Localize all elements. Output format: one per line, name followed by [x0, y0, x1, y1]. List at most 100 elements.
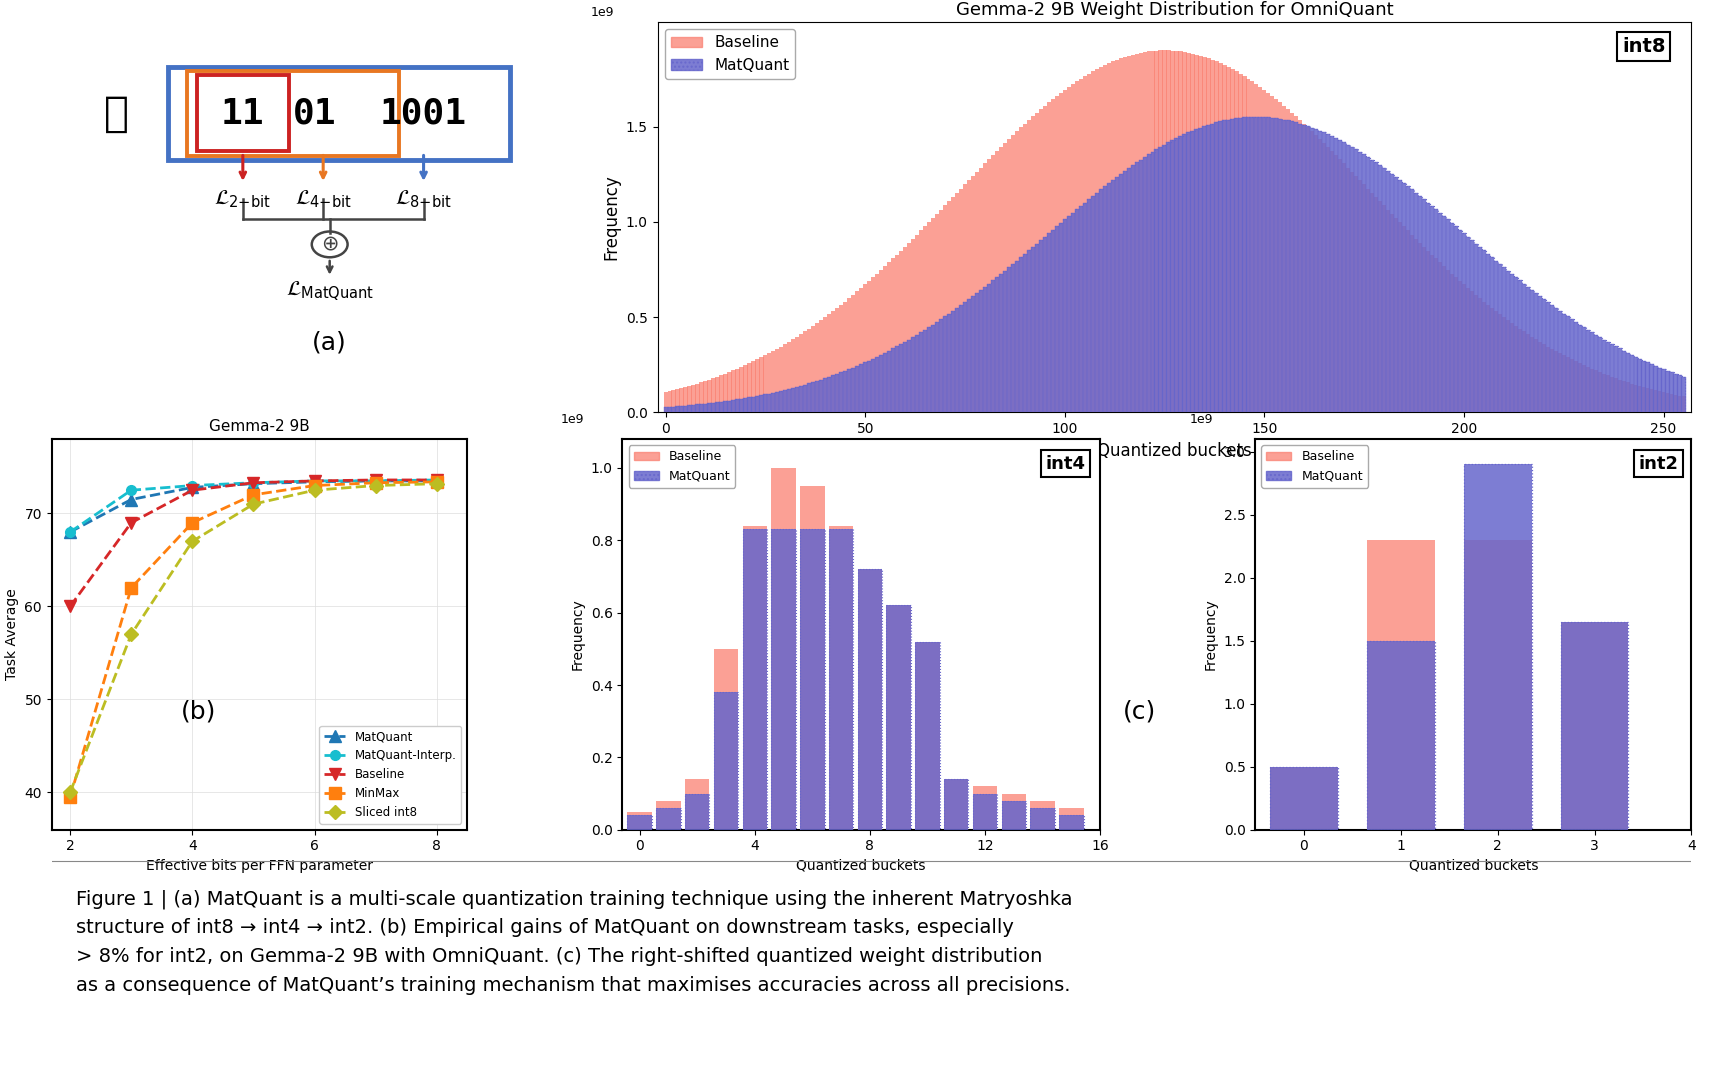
Bar: [1526, 334, 1529, 413]
Bar: [967, 299, 972, 413]
FancyBboxPatch shape: [197, 75, 288, 151]
Bar: [787, 389, 792, 413]
Bar: [1546, 302, 1550, 413]
Bar: [720, 376, 723, 413]
Bar: [1131, 54, 1134, 413]
Bar: [944, 779, 968, 830]
Bar: [1514, 277, 1517, 413]
Bar: [930, 218, 935, 413]
Bar: [1274, 99, 1279, 413]
MinMax: [243, 489, 264, 502]
Bar: [1331, 151, 1334, 413]
Bar: [1118, 59, 1122, 413]
Bar: [951, 197, 954, 413]
Y-axis label: Frequency: Frequency: [602, 174, 620, 260]
Bar: [1067, 216, 1070, 413]
Bar: [1194, 54, 1198, 413]
Bar: [1626, 382, 1629, 413]
Bar: [866, 361, 872, 413]
Bar: [1051, 230, 1055, 413]
Text: int4: int4: [1046, 455, 1086, 472]
Bar: [1011, 135, 1015, 413]
Text: int2: int2: [1638, 455, 1678, 472]
Bar: [1464, 540, 1531, 830]
Bar: [1350, 172, 1355, 413]
Bar: [1067, 87, 1070, 413]
Bar: [960, 189, 963, 413]
Bar: [939, 210, 942, 413]
Bar: [663, 392, 668, 413]
Bar: [1493, 261, 1498, 413]
Bar: [828, 526, 853, 830]
Bar: [1170, 140, 1175, 413]
Bar: [935, 214, 939, 413]
Bar: [1605, 376, 1610, 413]
Bar: [744, 365, 747, 413]
Bar: [999, 147, 1003, 413]
Legend: Baseline, MatQuant: Baseline, MatQuant: [665, 29, 796, 79]
Bar: [1462, 285, 1465, 413]
Bar: [1322, 143, 1326, 413]
Bar: [1158, 147, 1163, 413]
Bar: [1227, 67, 1231, 413]
Text: $\oplus$: $\oplus$: [321, 235, 338, 254]
Title: Gemma-2 9B: Gemma-2 9B: [209, 419, 311, 433]
Bar: [772, 393, 775, 413]
Bar: [1486, 254, 1490, 413]
Bar: [692, 405, 696, 413]
Bar: [1562, 314, 1565, 413]
Bar: [692, 384, 696, 413]
Bar: [1174, 138, 1179, 413]
Bar: [1674, 395, 1678, 413]
Bar: [1258, 117, 1262, 413]
Bar: [875, 274, 879, 413]
Bar: [1046, 233, 1051, 413]
Y-axis label: Frequency: Frequency: [571, 598, 585, 670]
Bar: [696, 404, 699, 413]
Bar: [704, 381, 708, 413]
Bar: [1550, 349, 1553, 413]
MatQuant-Interp.: [60, 526, 81, 539]
Text: int8: int8: [1622, 37, 1666, 56]
Bar: [854, 366, 860, 413]
Bar: [1578, 325, 1581, 413]
Bar: [854, 291, 860, 413]
Bar: [1419, 242, 1422, 413]
Bar: [1103, 65, 1106, 413]
Bar: [963, 302, 967, 413]
Bar: [1569, 359, 1574, 413]
Bar: [1510, 323, 1514, 413]
Bar: [1522, 331, 1526, 413]
Bar: [1227, 119, 1231, 413]
Bar: [627, 811, 652, 830]
Bar: [1414, 192, 1419, 413]
Bar: [675, 406, 680, 413]
MatQuant: [121, 493, 142, 506]
Bar: [1191, 53, 1194, 413]
Bar: [1560, 622, 1628, 830]
Bar: [1001, 794, 1025, 830]
Bar: [1070, 213, 1075, 413]
Bar: [1483, 302, 1486, 413]
Bar: [915, 334, 920, 413]
Bar: [1550, 305, 1553, 413]
Bar: [1486, 305, 1490, 413]
Bar: [1538, 296, 1541, 413]
MatQuant: [366, 475, 387, 488]
Bar: [772, 468, 796, 830]
Bar: [1560, 622, 1628, 830]
Bar: [832, 376, 835, 413]
Bar: [1538, 342, 1541, 413]
Bar: [906, 242, 911, 413]
Bar: [1510, 274, 1514, 413]
Bar: [903, 342, 908, 413]
Bar: [1051, 99, 1055, 413]
Baseline: [121, 516, 142, 529]
Bar: [1614, 378, 1617, 413]
Bar: [1562, 355, 1565, 413]
MinMax: [304, 479, 324, 492]
Bar: [1678, 376, 1681, 413]
Bar: [1374, 197, 1379, 413]
Bar: [823, 378, 827, 413]
Bar: [979, 290, 984, 413]
